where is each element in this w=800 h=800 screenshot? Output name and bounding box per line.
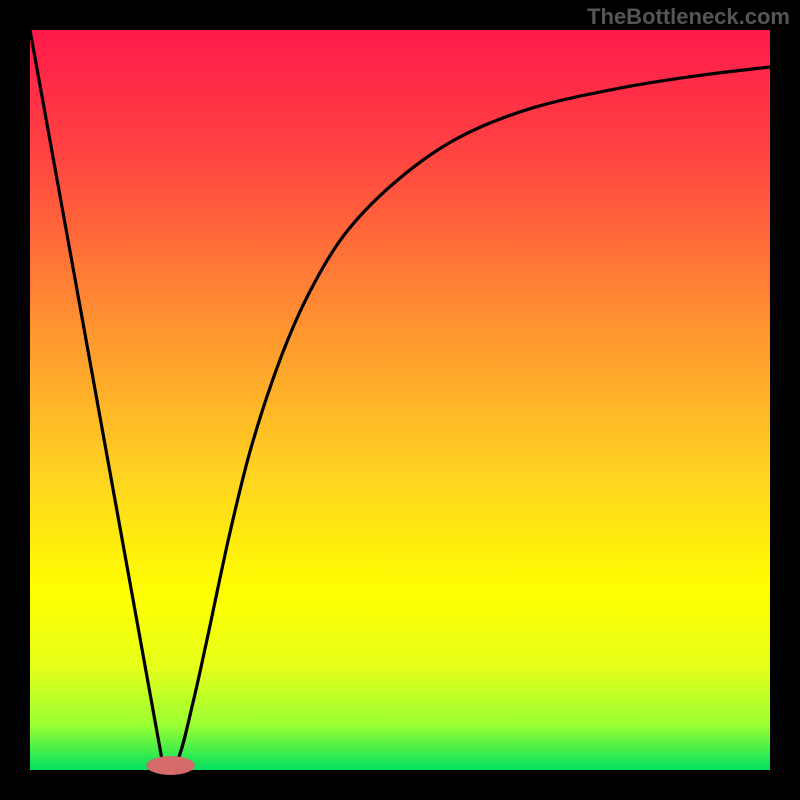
bottleneck-chart (0, 0, 800, 800)
chart-container: TheBottleneck.com (0, 0, 800, 800)
watermark-text: TheBottleneck.com (587, 4, 790, 30)
minimum-marker (147, 757, 194, 775)
plot-area (30, 30, 770, 770)
